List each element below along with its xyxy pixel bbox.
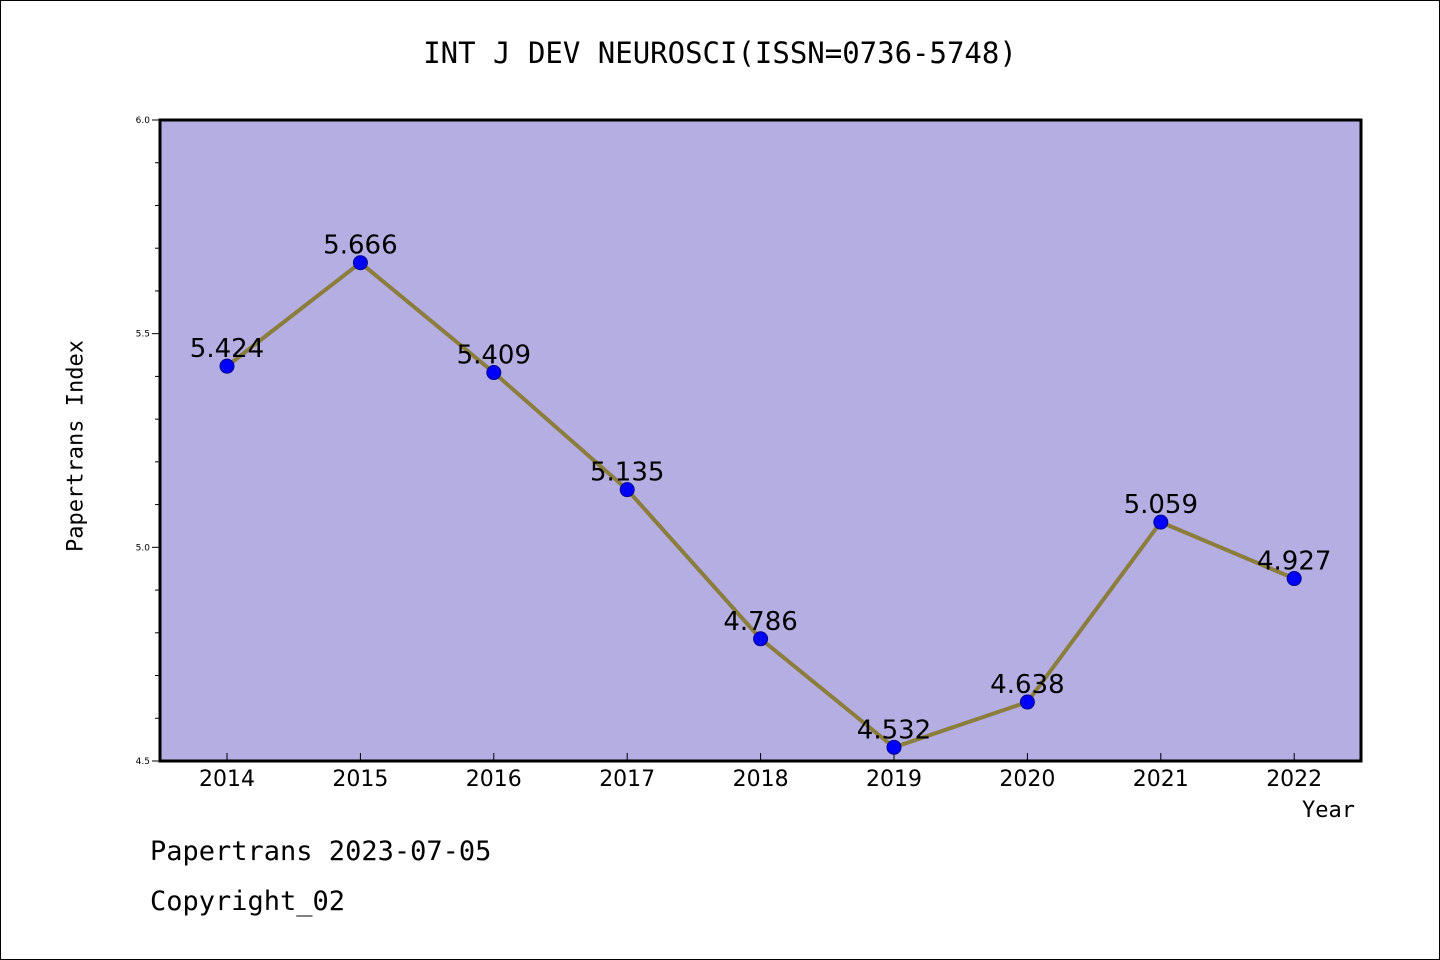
data-label: 5.409	[457, 341, 531, 371]
data-point	[753, 631, 769, 647]
x-tick-label: 2016	[466, 767, 522, 792]
x-tick-label: 2022	[1266, 767, 1322, 792]
footer-source: Papertrans 2023-07-05	[150, 836, 492, 867]
data-point	[886, 739, 902, 755]
plot-area	[158, 118, 1363, 763]
data-points	[219, 255, 1302, 755]
y-tick-label: 4.5	[136, 757, 150, 767]
y-tick-label: 5.0	[136, 543, 151, 553]
data-label: 4.638	[990, 670, 1064, 700]
x-tick-label: 2021	[1133, 767, 1189, 792]
data-point	[486, 365, 502, 381]
y-tick-label: 5.5	[136, 330, 150, 340]
data-point	[619, 482, 635, 498]
x-tick-label: 2018	[733, 767, 789, 792]
footer-copyright: Copyright_02	[150, 886, 346, 917]
x-tick-label: 2015	[332, 767, 388, 792]
data-point	[219, 358, 235, 374]
chart-title: INT J DEV NEUROSCI(ISSN=0736-5748)	[423, 36, 1017, 70]
data-label: 4.927	[1257, 547, 1331, 577]
data-label: 5.135	[590, 458, 664, 488]
data-point	[1153, 514, 1169, 530]
data-label: 5.424	[190, 334, 264, 364]
x-axis-label: Year	[1302, 798, 1355, 823]
y-axis: 4.5 5.0 5.5 6.0	[136, 116, 160, 767]
data-label: 5.666	[323, 231, 397, 261]
data-labels: 5.424 5.666 5.409 5.135 4.786 4.532 4.638 5.059…	[190, 231, 1332, 746]
x-tick-label: 2017	[599, 767, 655, 792]
data-point	[1019, 694, 1035, 710]
x-tick-label: 2019	[866, 767, 922, 792]
data-label: 4.786	[723, 607, 797, 637]
y-tick-label: 6.0	[136, 116, 151, 126]
y-axis-label: Papertrans Index	[63, 340, 89, 552]
data-point	[1286, 571, 1302, 587]
data-point	[352, 255, 368, 271]
data-label: 5.059	[1124, 490, 1198, 520]
data-label: 4.532	[857, 715, 931, 745]
x-tick-label: 2014	[199, 767, 255, 792]
x-axis: 2014 2015 2016 2017 2018 2019 2020 2021 2022	[199, 753, 1322, 792]
x-tick-label: 2020	[999, 767, 1055, 792]
